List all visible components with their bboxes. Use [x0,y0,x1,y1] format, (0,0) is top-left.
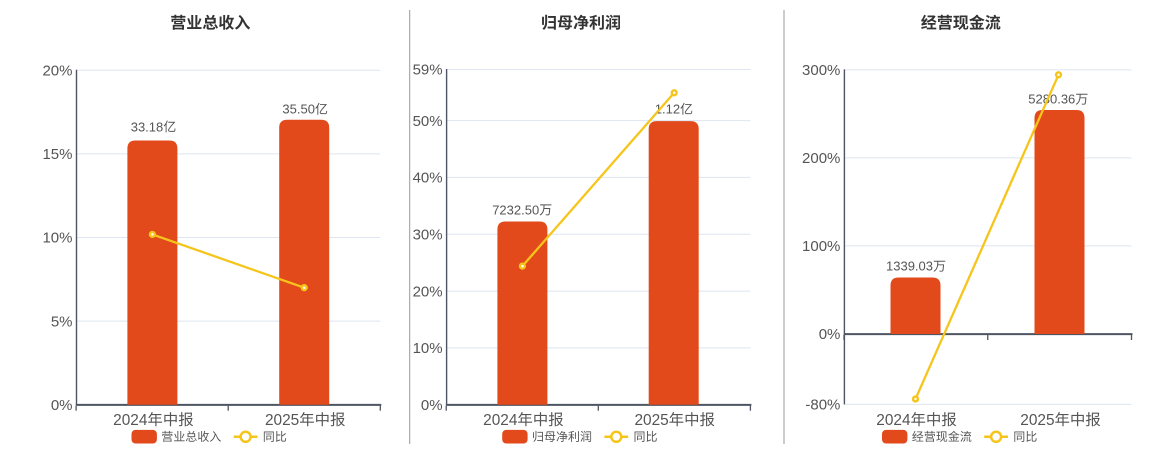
svg-text:300%: 300% [802,62,840,79]
svg-text:100%: 100% [802,238,840,255]
svg-text:0%: 0% [819,326,841,343]
svg-text:50%: 50% [413,113,443,130]
svg-text:35.50: 35.50 [282,102,315,117]
svg-text:2024: 2024 [876,412,911,429]
svg-text:33.18: 33.18 [131,119,164,134]
svg-text:-80%: -80% [805,397,840,414]
svg-text:1.12: 1.12 [655,102,680,117]
svg-text:5%: 5% [51,313,73,330]
svg-text:0%: 0% [51,397,73,414]
svg-text:10%: 10% [42,230,72,247]
svg-text:2025: 2025 [634,412,668,429]
svg-text:40%: 40% [413,170,443,187]
svg-text:10%: 10% [413,340,443,357]
svg-text:1339.03: 1339.03 [886,259,933,274]
svg-text:2025: 2025 [265,412,299,429]
svg-text:7232.50: 7232.50 [492,202,539,217]
svg-text:5280.36: 5280.36 [1028,92,1075,107]
svg-text:2025: 2025 [1020,412,1054,429]
svg-text:2024: 2024 [113,412,148,429]
svg-text:15%: 15% [42,146,72,163]
svg-text:200%: 200% [802,150,840,167]
svg-text:0%: 0% [421,397,443,414]
svg-text:2024: 2024 [483,412,518,429]
svg-text:20%: 20% [413,283,443,300]
svg-text:59%: 59% [413,62,443,79]
svg-text:20%: 20% [42,63,72,80]
svg-text:30%: 30% [413,227,443,244]
